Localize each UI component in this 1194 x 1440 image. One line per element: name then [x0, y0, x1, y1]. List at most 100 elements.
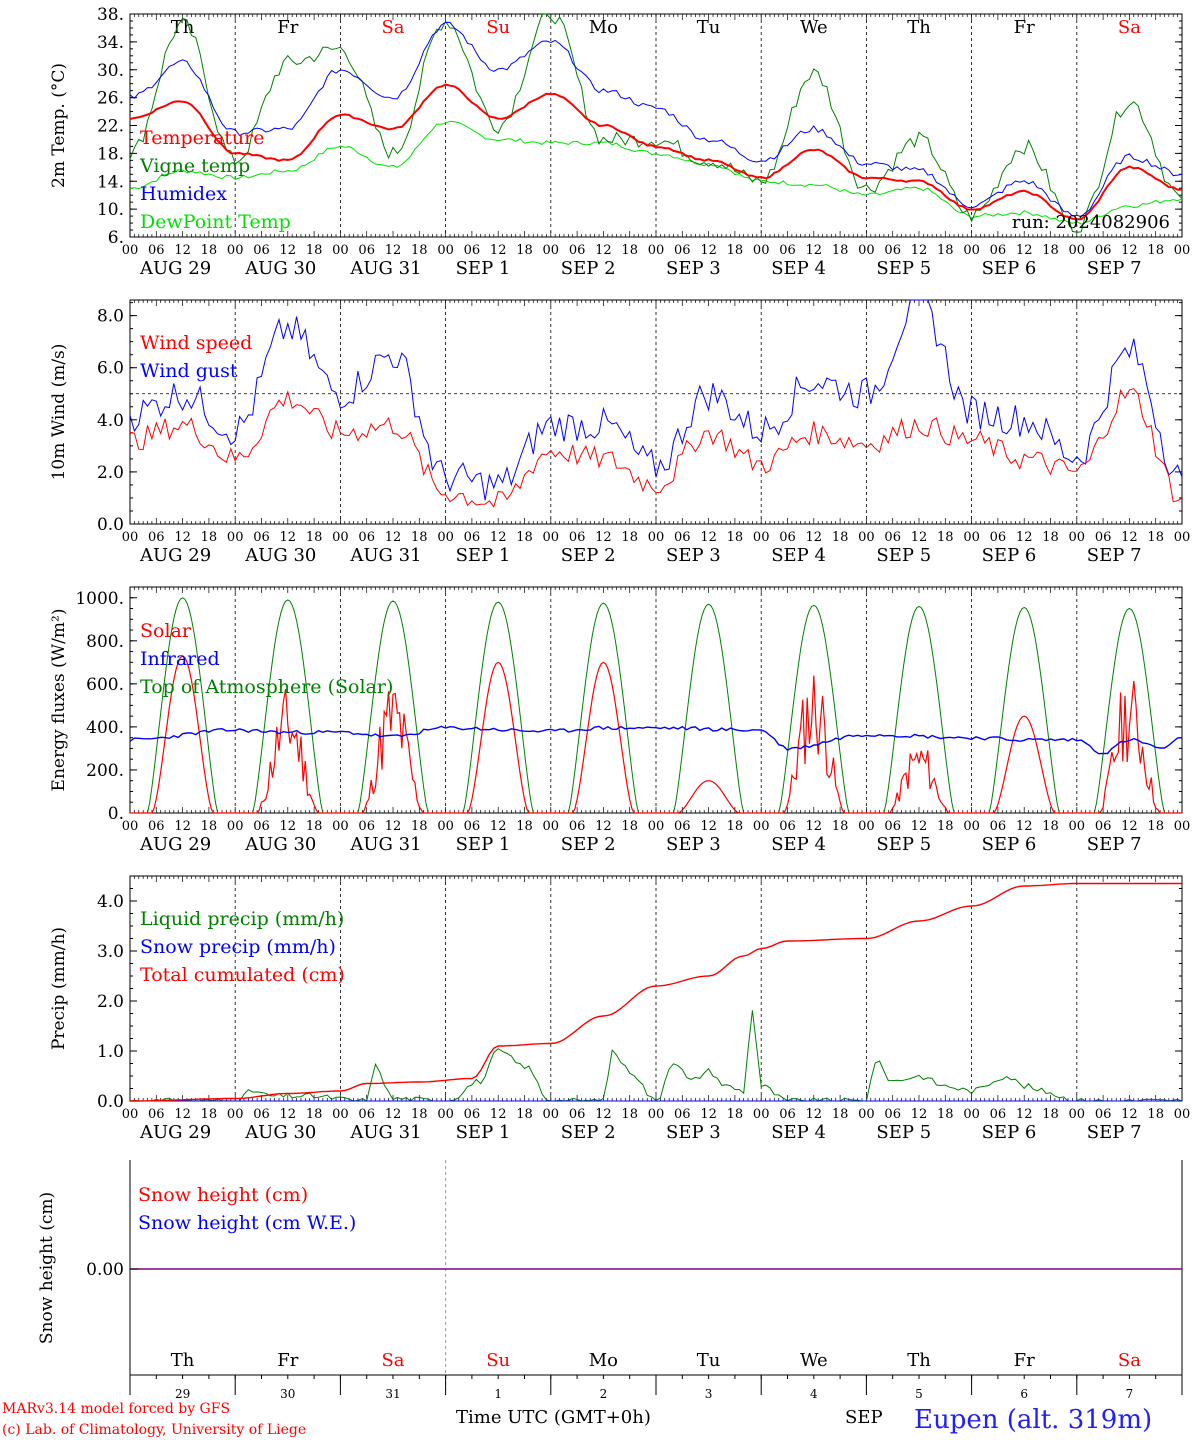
hour-tick-label: 00 [122, 1107, 139, 1122]
date-label: AUG 30 [244, 1122, 316, 1143]
hour-tick-label: 18 [1147, 1107, 1164, 1122]
hour-tick-label: 00 [227, 819, 244, 834]
hour-tick-label: 12 [806, 1107, 823, 1122]
y-axis-title: 10m Wind (m/s) [49, 344, 69, 481]
hour-tick-label: 18 [306, 1107, 323, 1122]
series-line-wind-speed [129, 388, 1183, 509]
hour-tick-label: 06 [674, 243, 691, 258]
hour-tick-label: 00 [122, 530, 139, 545]
y-tick-label: 1.0 [97, 1042, 124, 1062]
hour-tick-label: 00 [753, 819, 770, 834]
hour-tick-label: 18 [1042, 819, 1059, 834]
day-number-label: 4 [810, 1387, 818, 1401]
series-line-solar [130, 655, 1182, 814]
date-label: AUG 31 [349, 258, 421, 279]
hour-tick-label: 18 [201, 530, 218, 545]
y-tick-label: 26. [97, 89, 124, 109]
hour-tick-label: 18 [306, 243, 323, 258]
hour-tick-label: 12 [1016, 243, 1033, 258]
hour-tick-label: 12 [385, 243, 402, 258]
hour-tick-label: 12 [806, 243, 823, 258]
hour-tick-label: 06 [253, 819, 270, 834]
hour-tick-label: 18 [411, 530, 428, 545]
date-label: SEP 6 [982, 258, 1037, 279]
hour-tick-label: 12 [490, 530, 507, 545]
date-label: SEP 7 [1087, 545, 1142, 566]
date-label: SEP 5 [876, 545, 931, 566]
hour-tick-label: 12 [280, 530, 297, 545]
hour-tick-label: 00 [122, 243, 139, 258]
hour-tick-label: 06 [253, 1107, 270, 1122]
legend-entry: Humidex [140, 183, 227, 205]
hour-tick-label: 18 [1042, 530, 1059, 545]
hour-tick-label: 00 [437, 819, 454, 834]
hour-tick-label: 12 [700, 819, 717, 834]
date-label: AUG 31 [349, 545, 421, 566]
hour-tick-label: 12 [1016, 819, 1033, 834]
legend-entry: Infrared [140, 648, 220, 670]
hour-tick-label: 00 [543, 1107, 560, 1122]
hour-tick-label: 18 [621, 243, 638, 258]
hour-tick-label: 12 [1121, 530, 1138, 545]
hour-tick-label: 06 [253, 530, 270, 545]
weekday-label: Tu [697, 17, 721, 38]
hour-tick-label: 18 [516, 819, 533, 834]
y-tick-label: 18. [97, 144, 124, 164]
hour-tick-label: 00 [1174, 819, 1191, 834]
hour-tick-label: 00 [753, 1107, 770, 1122]
hour-tick-label: 18 [621, 819, 638, 834]
y-tick-label: 34. [97, 33, 124, 53]
hour-tick-label: 00 [437, 530, 454, 545]
y-tick-label: 30. [97, 61, 124, 81]
hour-tick-label: 18 [937, 1107, 954, 1122]
y-tick-label: 2.0 [97, 992, 124, 1012]
hour-tick-label: 18 [832, 530, 849, 545]
weekday-label: Th [171, 1350, 195, 1371]
hour-tick-label: 06 [990, 1107, 1007, 1122]
hour-tick-label: 18 [727, 530, 744, 545]
y-tick-label: 22. [97, 117, 124, 137]
hour-tick-label: 06 [358, 819, 375, 834]
hour-tick-label: 00 [1069, 1107, 1086, 1122]
hour-tick-label: 00 [332, 1107, 349, 1122]
legend-entry: Top of Atmosphere (Solar) [140, 676, 393, 698]
hour-tick-label: 18 [1147, 243, 1164, 258]
date-label: AUG 30 [244, 545, 316, 566]
hour-tick-label: 18 [306, 819, 323, 834]
day-number-label: 31 [385, 1387, 400, 1401]
hour-tick-label: 18 [411, 1107, 428, 1122]
y-tick-label: 1000. [75, 589, 124, 609]
hour-tick-label: 18 [621, 530, 638, 545]
hour-tick-label: 18 [727, 819, 744, 834]
day-number-label: 5 [915, 1387, 923, 1401]
hour-tick-label: 06 [569, 819, 586, 834]
date-label: AUG 30 [244, 834, 316, 855]
hour-tick-label: 18 [516, 530, 533, 545]
hour-tick-label: 18 [516, 1107, 533, 1122]
hour-tick-label: 00 [543, 530, 560, 545]
hour-tick-label: 18 [1042, 243, 1059, 258]
weekday-label: Tu [697, 1350, 721, 1371]
hour-tick-label: 06 [990, 530, 1007, 545]
panel-snow: 0.00 Snow height (cm) Snow height (cm) Snow… [37, 1160, 1183, 1401]
date-label: SEP 5 [876, 834, 931, 855]
date-label: SEP 6 [982, 834, 1037, 855]
date-label: SEP 3 [666, 1122, 721, 1143]
day-number-label: 29 [175, 1387, 190, 1401]
hour-tick-label: 06 [1095, 819, 1112, 834]
legend-entry: Wind gust [140, 360, 238, 382]
hour-tick-label: 00 [858, 243, 875, 258]
hour-tick-label: 06 [779, 819, 796, 834]
hour-tick-label: 12 [1016, 530, 1033, 545]
date-label: SEP 2 [561, 258, 616, 279]
date-label: SEP 1 [456, 545, 511, 566]
hour-tick-label: 12 [911, 243, 928, 258]
y-tick-label: 4.0 [97, 892, 124, 912]
legend-entry: Total cumulated (cm) [140, 964, 345, 986]
hour-tick-label: 00 [1069, 530, 1086, 545]
y-tick-label: 0. [108, 804, 124, 824]
hour-tick-label: 06 [884, 530, 901, 545]
series-line-wind-gust [129, 299, 1183, 501]
